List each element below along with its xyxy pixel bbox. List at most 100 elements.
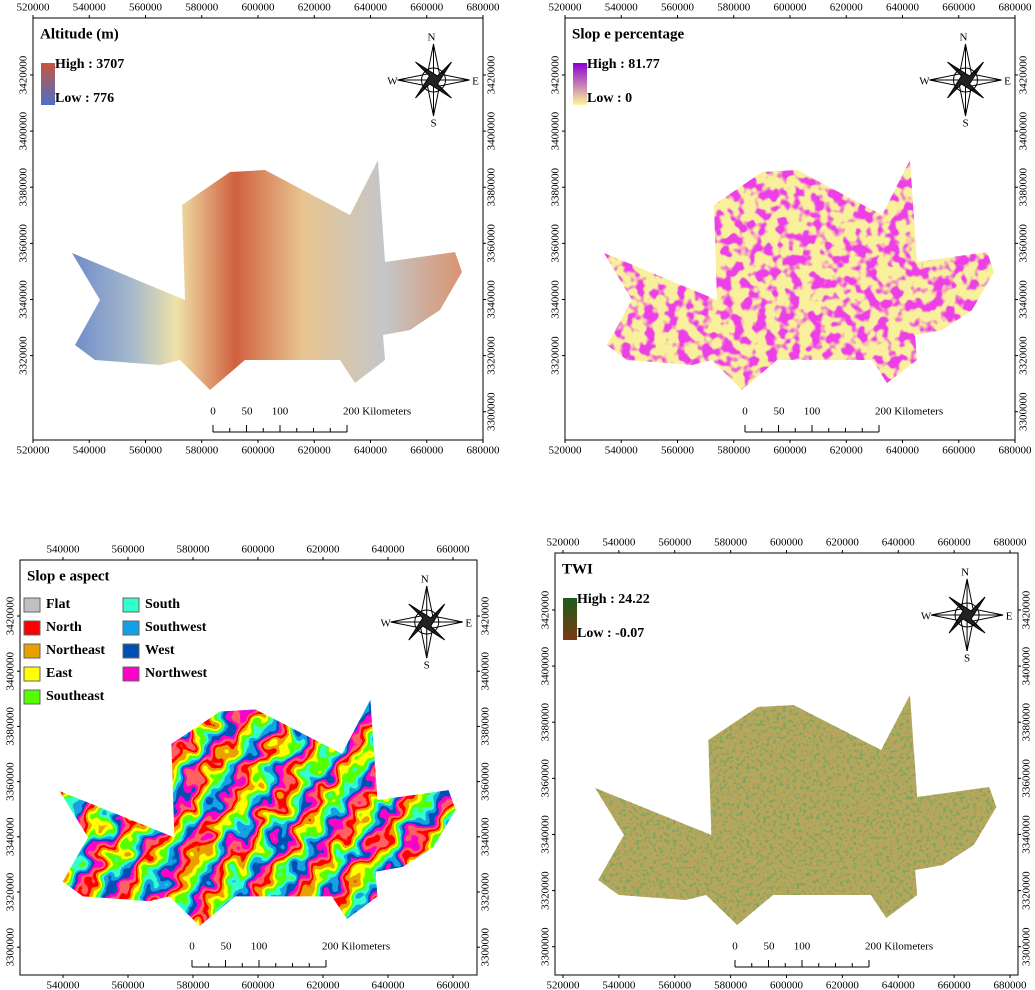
legend-label: South — [145, 597, 180, 612]
raster-noise — [555, 653, 1018, 975]
north-arrow: NSWE — [919, 32, 1011, 130]
y-tick-label: 3360000 — [1021, 759, 1033, 798]
y-tick-label: 3380000 — [540, 702, 552, 741]
y-tick-label: 3400000 — [18, 111, 30, 150]
y-tick-label: 3340000 — [540, 815, 552, 854]
y-tick-label: 3400000 — [486, 111, 498, 150]
x-tick-label: 560000 — [658, 537, 692, 549]
x-tick-label: 620000 — [307, 544, 341, 556]
north-arrow: N S W E — [381, 574, 473, 672]
scale-label: 100 — [272, 406, 289, 418]
y-tick-label: 3360000 — [18, 224, 30, 263]
y-tick-label: 3320000 — [480, 872, 492, 911]
x-tick-label: 520000 — [17, 2, 51, 14]
y-tick-label: 3420000 — [550, 55, 562, 94]
y-tick-label: 3300000 — [540, 927, 552, 966]
y-tick-label: 3300000 — [1018, 392, 1030, 431]
y-tick-label: 3320000 — [1021, 871, 1033, 910]
x-tick-label: 620000 — [830, 2, 864, 14]
y-tick-label: 3420000 — [480, 596, 492, 635]
legend-label: East — [46, 666, 73, 681]
legend-label: High : 3707 — [55, 57, 124, 72]
y-tick-label: 3360000 — [1018, 224, 1030, 263]
compass-w: W — [921, 611, 932, 623]
scale-label: 200 Kilometers — [865, 941, 933, 953]
legend-swatch — [24, 644, 40, 658]
x-tick-label: 540000 — [73, 445, 107, 457]
x-tick-label: 680000 — [994, 980, 1028, 990]
legend-ramp — [41, 63, 55, 105]
study-area — [33, 118, 483, 440]
x-tick-label: 640000 — [372, 980, 406, 990]
x-tick-label: 540000 — [605, 445, 639, 457]
compass-w: W — [381, 618, 392, 630]
legend-swatch — [24, 690, 40, 704]
legend-label: High : 81.77 — [587, 57, 660, 72]
map-title: Slop e percentage — [572, 26, 685, 42]
y-tick-label: 3340000 — [1021, 815, 1033, 854]
y-tick-label: 3320000 — [5, 872, 17, 911]
x-tick-label: 580000 — [717, 445, 751, 457]
x-tick-label: 600000 — [774, 2, 808, 14]
scale-label: 0 — [189, 941, 195, 953]
raster-noise — [565, 118, 1015, 440]
x-tick-label: 600000 — [242, 544, 276, 556]
scale-label: 100 — [251, 941, 268, 953]
x-tick-label: 520000 — [549, 2, 583, 14]
x-tick-label: 620000 — [298, 2, 332, 14]
y-tick-label: 3400000 — [480, 651, 492, 690]
compass-e: E — [465, 618, 472, 630]
y-tick-label: 3420000 — [540, 590, 552, 629]
legend-label: Low : 0 — [587, 91, 632, 106]
x-tick-label: 620000 — [830, 445, 864, 457]
legend-label: West — [145, 643, 175, 658]
compass-e: E — [472, 76, 479, 88]
legend-swatch — [24, 621, 40, 635]
compass-n: N — [421, 574, 429, 586]
x-tick-label: 660000 — [410, 2, 444, 14]
y-tick-label: 3340000 — [18, 280, 30, 319]
map-title: Slop e aspect — [27, 568, 110, 584]
compass-w: W — [387, 76, 398, 88]
x-tick-label: 680000 — [994, 537, 1028, 549]
x-tick-label: 640000 — [882, 980, 916, 990]
y-tick-label: 3320000 — [1018, 336, 1030, 375]
x-tick-label: 540000 — [602, 980, 636, 990]
x-tick-label: 600000 — [242, 980, 276, 990]
x-tick-label: 600000 — [774, 445, 808, 457]
study-area — [555, 653, 1018, 975]
y-tick-label: 3380000 — [5, 707, 17, 746]
legend-swatch — [123, 598, 139, 612]
x-tick-label: 640000 — [354, 445, 388, 457]
x-tick-label: 520000 — [547, 980, 581, 990]
x-tick-label: 540000 — [602, 537, 636, 549]
compass-s: S — [424, 660, 430, 672]
y-tick-label: 3380000 — [18, 167, 30, 206]
x-tick-label: 660000 — [410, 445, 444, 457]
compass-s: S — [430, 118, 436, 130]
y-tick-label: 3420000 — [1021, 590, 1033, 629]
legend-label: High : 24.22 — [577, 592, 650, 607]
x-tick-label: 560000 — [658, 980, 692, 990]
y-tick-label: 3340000 — [5, 817, 17, 856]
x-tick-label: 540000 — [47, 980, 81, 990]
y-tick-label: 3400000 — [550, 111, 562, 150]
scale-label: 50 — [764, 941, 776, 953]
y-tick-label: 3360000 — [550, 224, 562, 263]
x-tick-label: 600000 — [770, 980, 804, 990]
x-tick-label: 560000 — [661, 2, 695, 14]
x-tick-label: 520000 — [549, 445, 583, 457]
x-tick-label: 560000 — [129, 2, 163, 14]
map-title: Altitude (m) — [40, 26, 119, 42]
x-tick-label: 660000 — [942, 445, 976, 457]
y-tick-label: 3400000 — [1021, 646, 1033, 685]
scale-label: 50 — [242, 406, 254, 418]
compass-e: E — [1006, 611, 1013, 623]
x-tick-label: 660000 — [437, 544, 471, 556]
y-tick-label: 3300000 — [486, 392, 498, 431]
map-panel: 5400005600005800006000006200006400006600… — [5, 544, 492, 990]
y-tick-label: 3340000 — [1018, 280, 1030, 319]
y-tick-label: 3340000 — [486, 280, 498, 319]
x-tick-label: 660000 — [938, 980, 972, 990]
x-tick-label: 560000 — [661, 445, 695, 457]
